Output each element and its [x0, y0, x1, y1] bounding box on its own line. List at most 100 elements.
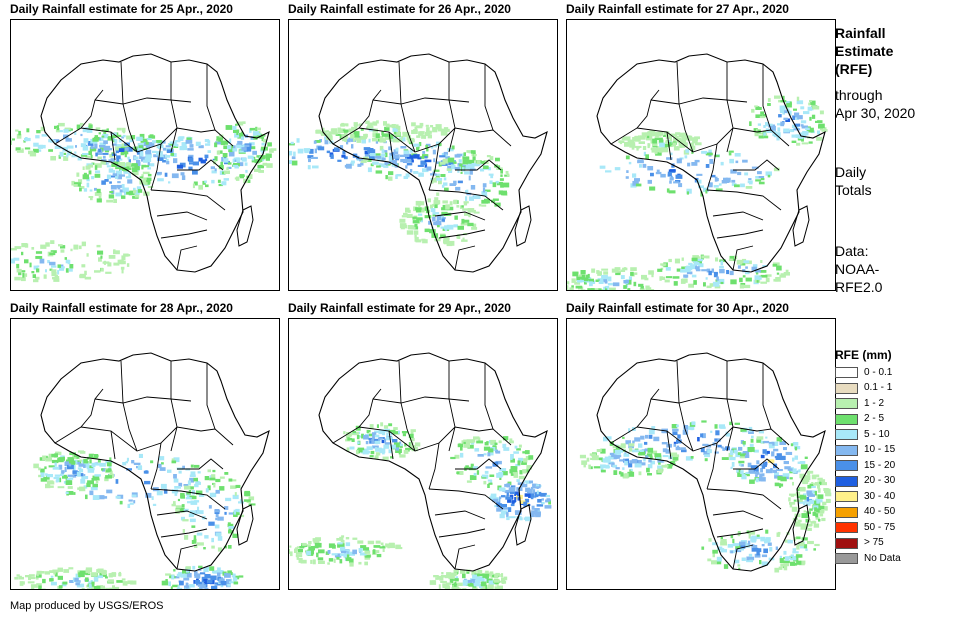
rainfall-cell — [789, 101, 792, 105]
legend-row: 15 - 20 — [835, 458, 963, 474]
country-border — [636, 426, 790, 452]
rainfall-cell — [391, 160, 397, 165]
rainfall-cell — [385, 124, 393, 128]
rainfall-cell — [27, 581, 35, 584]
rainfall-cell — [239, 499, 243, 502]
rainfall-cell — [489, 496, 494, 499]
rainfall-cell — [40, 472, 45, 478]
country-border — [448, 361, 456, 452]
rainfall-cell — [470, 150, 476, 154]
rainfall-cell — [426, 127, 430, 132]
rainfall-cell — [406, 213, 413, 218]
rainfall-cell — [99, 145, 106, 148]
rainfall-cell — [701, 269, 708, 272]
rainfall-cell — [466, 571, 470, 574]
rainfall-cell — [369, 153, 376, 157]
rainfall-cell — [465, 190, 469, 194]
rainfall-cell — [108, 136, 112, 141]
rainfall-cell — [365, 441, 369, 445]
country-border — [94, 97, 192, 105]
rainfall-cell — [342, 129, 349, 133]
rainfall-cell — [824, 127, 827, 131]
rainfall-cell — [136, 186, 142, 190]
rainfall-cell — [380, 542, 384, 546]
rainfall-cell — [267, 142, 272, 147]
rainfall-cell — [174, 491, 178, 496]
rainfall-cell — [778, 114, 782, 118]
country-border — [388, 430, 394, 460]
rainfall-cell — [462, 573, 466, 579]
rainfall-cell — [308, 158, 311, 163]
rainfall-cell — [88, 196, 94, 198]
rainfall-cell — [597, 271, 602, 276]
rainfall-cell — [590, 457, 593, 460]
rainfall-cell — [795, 522, 799, 526]
rainfall-cell — [534, 484, 540, 487]
rainfall-cell — [598, 288, 602, 290]
rainfall-cell — [591, 268, 596, 273]
rainfall-cell — [816, 499, 823, 503]
rainfall-cell — [134, 194, 140, 198]
rainfall-cell — [809, 116, 812, 121]
rainfall-cell — [733, 449, 738, 454]
rainfall-cell — [328, 131, 336, 135]
rainfall-cell — [171, 489, 179, 494]
rainfall-cell — [476, 470, 480, 475]
legend-row: No Data — [835, 551, 963, 567]
rainfall-cell — [219, 486, 225, 491]
rainfall-cell — [257, 164, 264, 169]
rainfall-cell — [351, 126, 355, 131]
rainfall-cell — [514, 445, 518, 449]
rainfall-cell — [307, 165, 311, 170]
rainfall-cell — [126, 468, 132, 471]
rainfall-cell — [26, 128, 30, 133]
rainfall-cell — [510, 503, 515, 507]
rainfall-cell — [463, 201, 469, 204]
rainfall-cell — [35, 256, 43, 259]
sidebar-data-line: NOAA- — [835, 261, 880, 277]
rainfall-cell — [49, 268, 53, 271]
rainfall-cell — [324, 130, 327, 134]
rainfall-cell — [494, 442, 498, 445]
rainfall-cell — [486, 155, 491, 158]
rainfall-cell — [295, 554, 303, 558]
rainfall-cell — [144, 157, 152, 163]
rainfall-cell — [225, 125, 233, 130]
rainfall-cell — [231, 479, 237, 482]
rainfall-cell — [211, 170, 217, 174]
rainfall-cell — [724, 179, 730, 183]
rainfall-cell — [799, 487, 806, 492]
rainfall-cell — [239, 174, 245, 177]
rainfall-cell — [379, 546, 386, 549]
rainfall-cell — [628, 462, 633, 468]
rainfall-cell — [596, 449, 602, 452]
rainfall-cell — [652, 138, 658, 144]
rainfall-cell — [227, 166, 232, 169]
rainfall-cell — [11, 140, 12, 145]
rainfall-cell — [112, 585, 115, 589]
rainfall-cell — [432, 149, 436, 155]
rainfall-cell — [403, 449, 409, 454]
country-border — [484, 363, 494, 430]
rainfall-cell — [646, 467, 650, 473]
legend-swatch — [835, 475, 858, 487]
rainfall-cell — [487, 584, 494, 588]
rainfall-cell — [101, 468, 104, 471]
rainfall-cell — [42, 578, 46, 584]
rainfall-cell — [91, 587, 94, 589]
rainfall-cell — [244, 144, 250, 147]
rainfall-cell — [483, 480, 487, 485]
rainfall-cell — [388, 146, 392, 151]
rainfall-cell — [214, 157, 218, 160]
rainfall-cell — [587, 273, 590, 278]
rainfall-cell — [33, 142, 39, 147]
africa-map-svg — [579, 352, 832, 573]
rainfall-cell — [526, 465, 532, 470]
rainfall-cell — [719, 265, 724, 269]
rainfall-cell — [759, 270, 767, 273]
rainfall-cell — [434, 145, 437, 148]
rainfall-cell — [777, 127, 781, 132]
rainfall-cell — [669, 177, 674, 181]
sidebar-data-line: Data: — [835, 243, 869, 259]
rainfall-cell — [440, 174, 446, 177]
